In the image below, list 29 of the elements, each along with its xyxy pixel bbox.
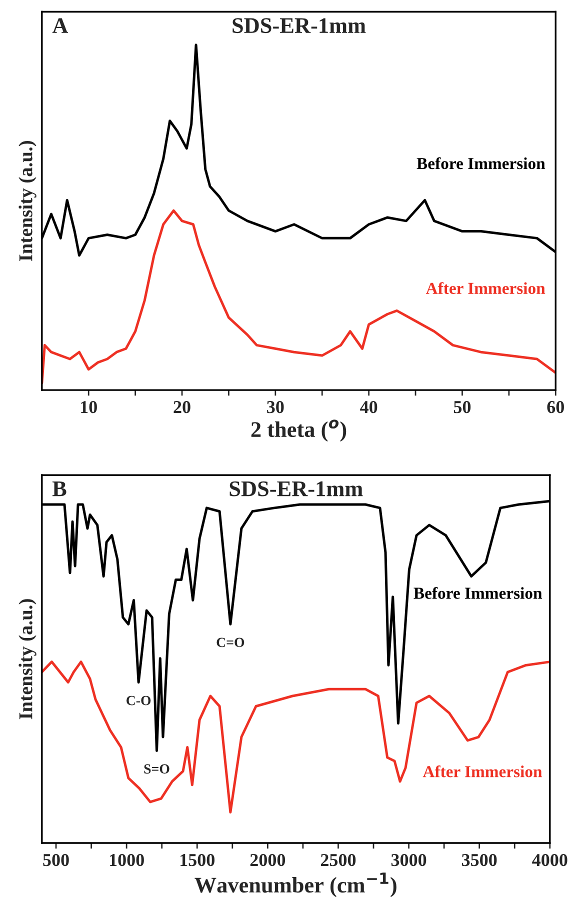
x-tick-label: 2500 (320, 854, 356, 866)
x-tick-label: 50 (454, 400, 471, 414)
x-tick-label: 2000 (250, 854, 286, 866)
x-tick-label: 3500 (462, 854, 497, 866)
y-axis-title: Intensity (a.u.) (18, 140, 36, 262)
annotation: S=O (144, 764, 170, 774)
x-tick-label: 60 (547, 400, 564, 414)
x-tick-label: 30 (267, 400, 284, 414)
annotation: C-O (126, 696, 151, 706)
x-axis-title: 2 theta ($^{o}$) (251, 420, 346, 442)
series-label: Before Immersion (416, 157, 546, 170)
x-tick-label: 10 (81, 400, 97, 414)
x-tick-label: 1500 (180, 854, 214, 866)
x-tick-label: 3000 (391, 854, 426, 866)
x-tick-label: 4000 (532, 854, 568, 866)
annotation: C=O (216, 638, 244, 648)
text: B (52, 482, 66, 496)
series-label: Before Immersion (414, 586, 542, 599)
chart-title: SDS-ER-1mm (230, 481, 363, 496)
x-axis-title: Wavenumber (cm$^{−1}$) (194, 872, 396, 898)
series-label: After Immersion (422, 765, 542, 778)
series-label: After Immersion (426, 282, 546, 294)
x-tick-label: 20 (174, 400, 190, 414)
y-axis-title: Intensity (a.u.) (18, 599, 36, 720)
x-tick-label: 1000 (110, 854, 144, 866)
x-tick-label: 500 (43, 854, 69, 866)
chart-title: SDS-ER-1mm (232, 18, 366, 34)
text: A (52, 18, 68, 33)
x-tick-label: 40 (360, 400, 378, 414)
